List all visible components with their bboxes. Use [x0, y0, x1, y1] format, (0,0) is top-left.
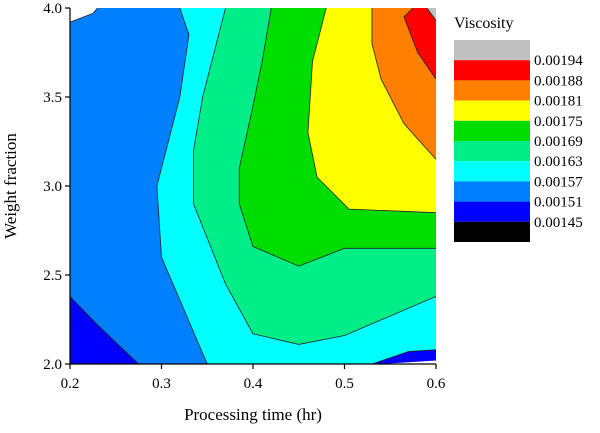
- legend-level-label: 0.00151: [534, 195, 583, 211]
- y-tick-label: 3.0: [43, 179, 62, 195]
- legend-level-label: 0.00163: [534, 154, 583, 170]
- contour-line-0.00151: [70, 296, 139, 364]
- x-tick-label: 0.6: [427, 376, 446, 392]
- band-blank-corner: [70, 8, 98, 23]
- band-0.00145-right: [371, 349, 436, 364]
- plot-area: [70, 8, 436, 364]
- band-0.00188: [403, 8, 436, 80]
- x-tick-label: 0.3: [152, 376, 171, 392]
- legend-swatch: [454, 100, 530, 121]
- contour-line-0.00157: [70, 8, 98, 23]
- legend-swatch: [454, 60, 530, 81]
- legend-swatch: [454, 181, 530, 202]
- legend-level-label: 0.00188: [534, 73, 583, 89]
- y-tick-label: 2.0: [43, 357, 62, 373]
- x-tick-label: 0.2: [61, 376, 80, 392]
- legend-level-label: 0.00169: [534, 134, 583, 150]
- legend-level-label: 0.00145: [534, 215, 583, 231]
- contour-lines: [70, 8, 436, 364]
- legend: Viscosity 0.00194 0.00188 0.00181 0.00175 0.…: [454, 15, 583, 242]
- legend-swatch: [454, 40, 530, 61]
- y-tick-label: 4.0: [43, 1, 62, 17]
- x-tick-label: 0.5: [335, 376, 354, 392]
- legend-swatch: [454, 141, 530, 162]
- contour-line-0.00169: [238, 8, 436, 267]
- legend-swatch: [454, 221, 530, 242]
- contour-line-0.00163: [193, 8, 436, 345]
- x-axis-label: Processing time (hr): [184, 405, 322, 424]
- legend-swatch: [454, 161, 530, 182]
- legend-level-label: 0.00181: [534, 94, 583, 110]
- contour-line-0.00175: [307, 8, 436, 214]
- legend-level-label: 0.00175: [534, 114, 583, 130]
- legend-level-label: 0.00157: [534, 174, 583, 190]
- y-ticks: 2.0 2.5 3.0 3.5 4.0: [43, 1, 70, 373]
- legend-swatch: [454, 120, 530, 141]
- contour-line-0.00157: [371, 349, 436, 364]
- contour-line-0.00194: [426, 8, 436, 21]
- x-tick-label: 0.4: [244, 376, 263, 392]
- contour-line-0.00157: [156, 8, 208, 364]
- legend-level-label: 0.00194: [534, 53, 583, 69]
- contour-line-0.00188: [403, 8, 436, 80]
- band-0.00145: [70, 296, 139, 364]
- y-tick-label: 2.5: [43, 268, 62, 284]
- legend-swatch: [454, 201, 530, 222]
- x-ticks: 0.2 0.3 0.4 0.5 0.6: [61, 364, 446, 392]
- legend-swatch: [454, 80, 530, 101]
- y-tick-label: 3.5: [43, 90, 62, 106]
- y-axis-label: Weight fraction: [1, 133, 20, 239]
- contour-line-0.00181: [371, 8, 436, 160]
- legend-title: Viscosity: [454, 15, 513, 32]
- band-blank-bottom-right: [381, 360, 436, 364]
